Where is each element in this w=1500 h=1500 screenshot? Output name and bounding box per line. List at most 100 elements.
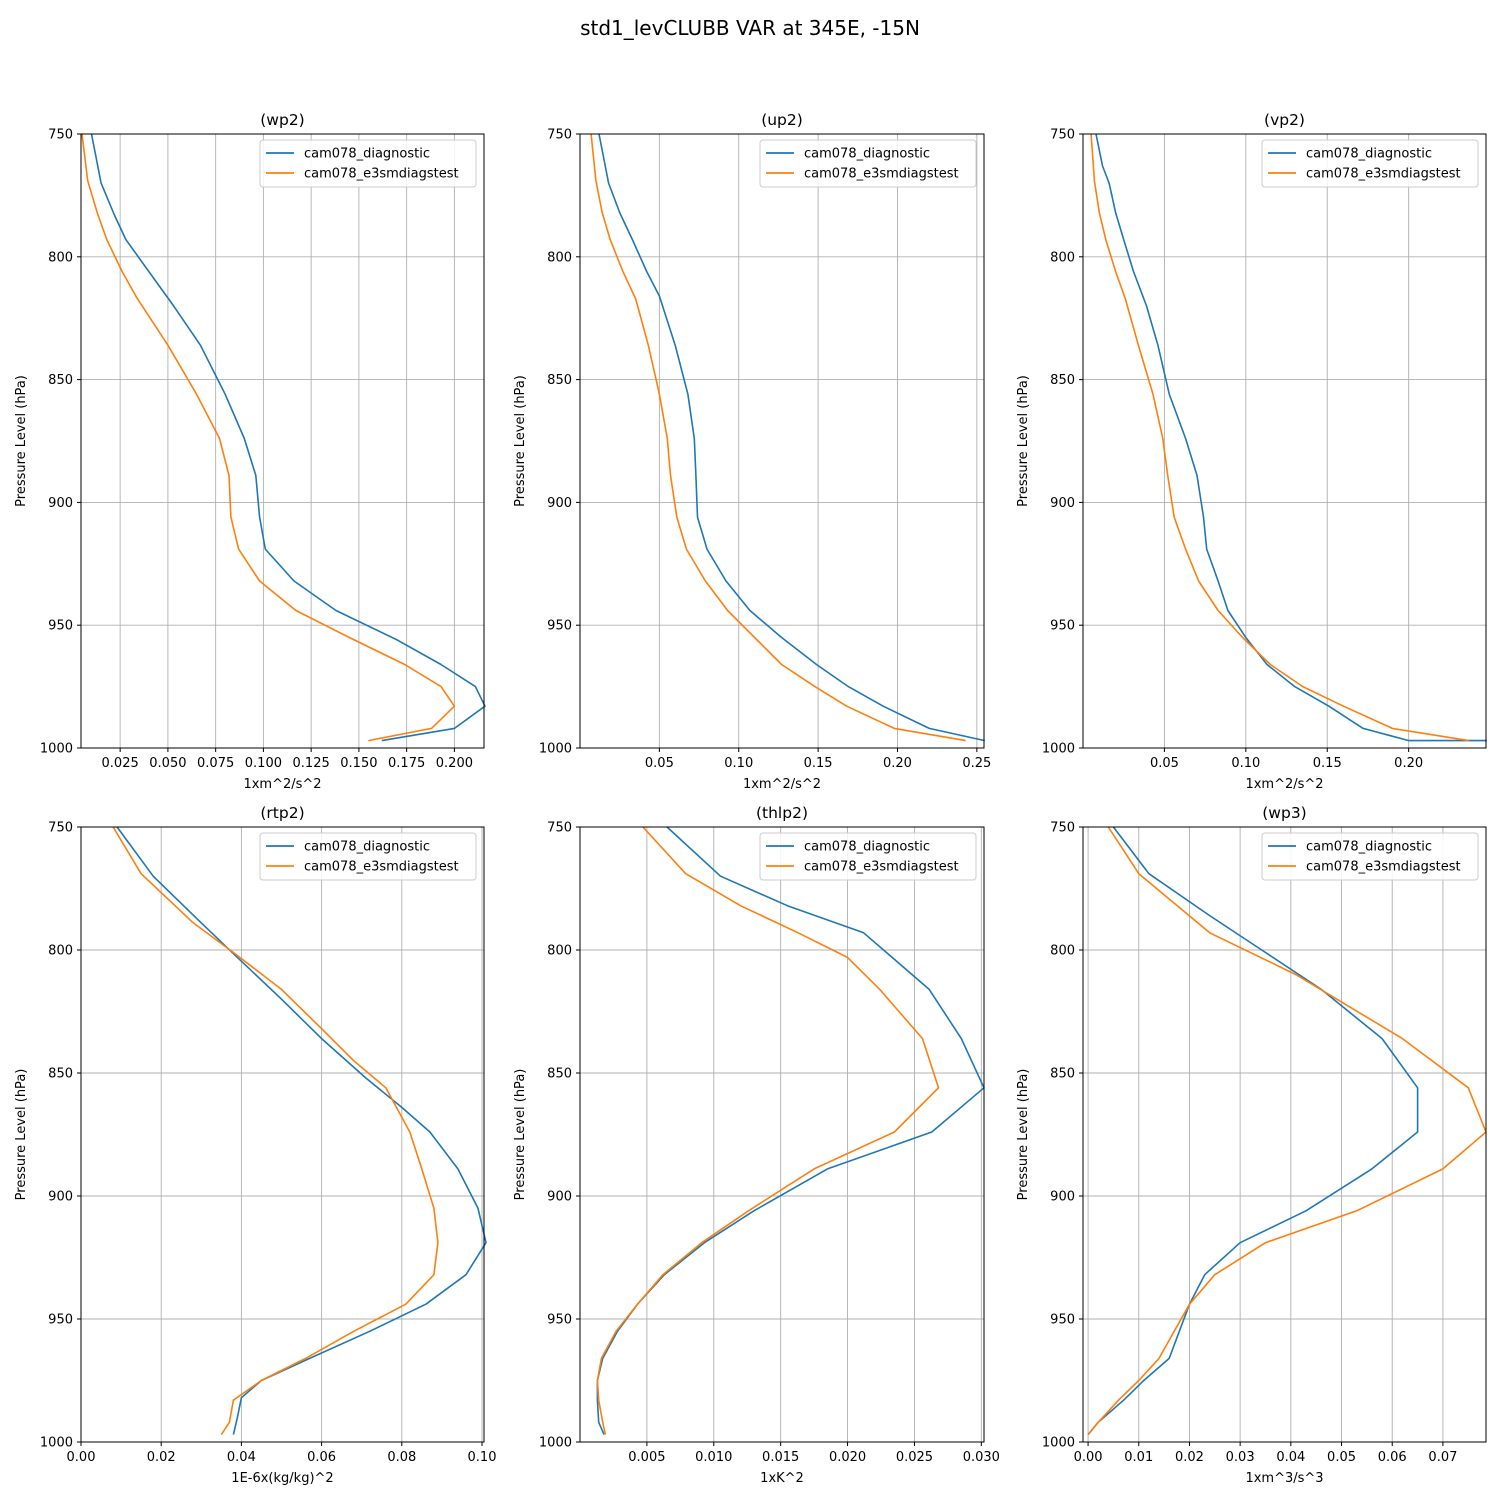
y-axis-label: Pressure Level (hPa) bbox=[1016, 1069, 1031, 1201]
x-tick-label: 0.200 bbox=[436, 756, 473, 771]
x-tick-label: 0.05 bbox=[1150, 756, 1179, 771]
x-tick-label: 0.06 bbox=[1378, 1450, 1407, 1465]
y-tick-label: 1000 bbox=[1042, 1436, 1075, 1451]
subplot-title: (rtp2) bbox=[260, 804, 304, 822]
x-tick-label: 0.10 bbox=[724, 756, 753, 771]
series-line-cam078_diagnostic bbox=[598, 133, 985, 742]
legend: cam078_diagnostic cam078_e3smdiagstest bbox=[259, 139, 477, 188]
x-tick-label: 0.05 bbox=[1327, 1450, 1356, 1465]
y-tick-label: 750 bbox=[547, 821, 572, 836]
y-tick-label: 900 bbox=[1050, 496, 1075, 511]
subplot-title: (wp3) bbox=[1262, 804, 1306, 822]
legend-label: cam078_diagnostic bbox=[1306, 840, 1432, 855]
figure-title: std1_levCLUBB VAR at 345E, -15N bbox=[580, 16, 920, 40]
subplot-1: 0.05 0.10 0.15 0.20 0.25 750 800 850 900 950 1000 (… bbox=[513, 111, 991, 792]
legend: cam078_diagnostic cam078_e3smdiagstest bbox=[759, 139, 977, 188]
x-tick-label: 0.10 bbox=[1231, 756, 1260, 771]
x-tick-label: 0.10 bbox=[468, 1450, 497, 1465]
subplot-0: 0.025 0.050 0.075 0.100 0.125 0.150 0.175 0.200… bbox=[14, 111, 486, 792]
x-tick-label: 0.25 bbox=[962, 756, 991, 771]
legend-label: cam078_e3smdiagstest bbox=[804, 167, 959, 182]
subplot-2: 0.05 0.10 0.15 0.20 750 800 850 900 950 1000 (vp2)… bbox=[1016, 111, 1487, 792]
plot-frame bbox=[1082, 826, 1487, 1443]
x-tick-label: 0.08 bbox=[387, 1450, 416, 1465]
legend-label: cam078_e3smdiagstest bbox=[304, 167, 459, 182]
series-line-cam078_diagnostic bbox=[1087, 826, 1419, 1436]
legend-label: cam078_e3smdiagstest bbox=[1306, 860, 1461, 875]
y-tick-label: 1000 bbox=[40, 742, 73, 757]
y-tick-label: 750 bbox=[1050, 128, 1075, 143]
y-tick-label: 800 bbox=[1050, 944, 1075, 959]
series-line-cam078_e3smdiagstest bbox=[596, 826, 940, 1435]
y-tick-label: 850 bbox=[1050, 373, 1075, 388]
x-tick-label: 0.125 bbox=[293, 756, 330, 771]
x-tick-label: 0.20 bbox=[1394, 756, 1423, 771]
y-tick-label: 1000 bbox=[539, 742, 572, 757]
legend-label: cam078_diagnostic bbox=[804, 147, 930, 162]
legend: cam078_diagnostic cam078_e3smdiagstest bbox=[1261, 139, 1479, 188]
x-tick-label: 0.01 bbox=[1124, 1450, 1153, 1465]
x-tick-label: 0.100 bbox=[245, 756, 282, 771]
x-tick-label: 0.02 bbox=[1175, 1450, 1204, 1465]
x-tick-label: 0.15 bbox=[1313, 756, 1342, 771]
y-tick-label: 850 bbox=[547, 373, 572, 388]
x-tick-label: 0.150 bbox=[340, 756, 377, 771]
subplot-3: 0.00 0.02 0.04 0.06 0.08 0.10 750 800 850 900 950 1… bbox=[14, 804, 496, 1486]
subplot-title: (wp2) bbox=[260, 111, 304, 129]
subplot-title: (up2) bbox=[761, 111, 803, 129]
y-axis-label: Pressure Level (hPa) bbox=[14, 1069, 29, 1201]
y-axis-label: Pressure Level (hPa) bbox=[14, 375, 29, 507]
x-tick-label: 0.03 bbox=[1226, 1450, 1255, 1465]
series-line-cam078_diagnostic bbox=[116, 826, 487, 1435]
y-axis-label: Pressure Level (hPa) bbox=[513, 375, 528, 507]
series-line-cam078_e3smdiagstest bbox=[81, 133, 456, 742]
legend: cam078_diagnostic cam078_e3smdiagstest bbox=[759, 832, 977, 881]
y-tick-label: 900 bbox=[48, 496, 73, 511]
legend-label: cam078_e3smdiagstest bbox=[804, 860, 959, 875]
x-tick-label: 0.00 bbox=[1074, 1450, 1103, 1465]
legend-box bbox=[759, 832, 977, 881]
y-tick-label: 950 bbox=[547, 1313, 572, 1328]
y-tick-label: 1000 bbox=[1042, 742, 1075, 757]
plot-frame bbox=[1082, 133, 1487, 749]
y-tick-label: 750 bbox=[48, 128, 73, 143]
y-axis-label: Pressure Level (hPa) bbox=[1016, 375, 1031, 507]
y-axis-label: Pressure Level (hPa) bbox=[513, 1069, 528, 1201]
plot-frame bbox=[579, 133, 985, 749]
y-tick-label: 900 bbox=[547, 496, 572, 511]
legend-label: cam078_diagnostic bbox=[304, 147, 430, 162]
y-tick-label: 950 bbox=[48, 619, 73, 634]
y-tick-label: 900 bbox=[48, 1190, 73, 1205]
series-line-cam078_diagnostic bbox=[1095, 133, 1487, 742]
subplot-5: 0.00 0.01 0.02 0.03 0.04 0.05 0.06 0.07 750 800 85… bbox=[1016, 804, 1487, 1486]
y-tick-label: 800 bbox=[547, 250, 572, 265]
x-tick-label: 0.05 bbox=[645, 756, 674, 771]
legend-label: cam078_diagnostic bbox=[1306, 147, 1432, 162]
y-tick-label: 900 bbox=[547, 1190, 572, 1205]
y-tick-label: 800 bbox=[48, 944, 73, 959]
x-tick-label: 0.00 bbox=[67, 1450, 96, 1465]
series-line-cam078_e3smdiagstest bbox=[1090, 133, 1470, 742]
x-tick-label: 0.025 bbox=[896, 1450, 933, 1465]
y-tick-label: 1000 bbox=[539, 1436, 572, 1451]
x-tick-label: 0.04 bbox=[1276, 1450, 1305, 1465]
subplot-4: 0.005 0.010 0.015 0.020 0.025 0.030 750 800 850 9… bbox=[513, 804, 1000, 1486]
y-tick-label: 850 bbox=[547, 1067, 572, 1082]
legend-box bbox=[259, 832, 477, 881]
subplot-title: (vp2) bbox=[1264, 111, 1305, 129]
x-tick-label: 0.04 bbox=[227, 1450, 256, 1465]
x-tick-label: 0.02 bbox=[147, 1450, 176, 1465]
x-tick-label: 0.015 bbox=[762, 1450, 799, 1465]
series-line-cam078_e3smdiagstest bbox=[112, 826, 439, 1436]
y-tick-label: 800 bbox=[1050, 250, 1075, 265]
y-tick-label: 800 bbox=[547, 944, 572, 959]
x-axis-label: 1xm^3/s^3 bbox=[1245, 1471, 1323, 1486]
y-tick-label: 850 bbox=[48, 373, 73, 388]
legend-box bbox=[759, 139, 977, 188]
subplot-title: (thlp2) bbox=[756, 804, 808, 822]
legend-box bbox=[1261, 139, 1479, 188]
legend-label: cam078_diagnostic bbox=[304, 840, 430, 855]
y-tick-label: 950 bbox=[547, 619, 572, 634]
y-tick-label: 850 bbox=[1050, 1067, 1075, 1082]
